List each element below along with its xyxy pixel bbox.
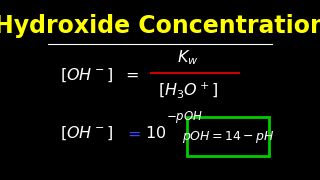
Text: $=$: $=$	[124, 126, 141, 141]
Text: $K_w$: $K_w$	[177, 48, 199, 67]
Text: $[OH^-]\ \ =$: $[OH^-]\ \ =$	[60, 66, 140, 84]
Text: $[H_3O^+]$: $[H_3O^+]$	[157, 80, 218, 100]
Text: $10$: $10$	[145, 125, 166, 141]
Text: $pOH = 14-pH$: $pOH = 14-pH$	[181, 129, 274, 145]
Text: $-pOH$: $-pOH$	[166, 109, 203, 125]
Text: $[OH^-]$: $[OH^-]$	[60, 125, 113, 142]
Text: Hydroxide Concentration: Hydroxide Concentration	[0, 14, 320, 38]
